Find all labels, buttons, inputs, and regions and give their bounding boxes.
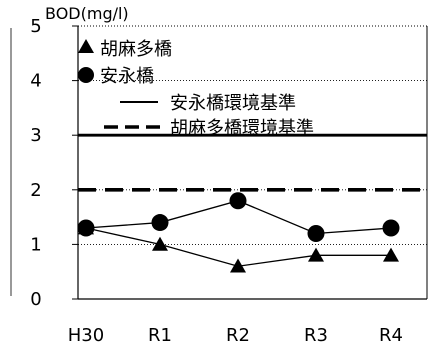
x-tick-label: R1 [148,325,172,346]
data-point-circle [152,214,169,231]
legend-label-reference-2: 胡麻多橋環境基準 [170,118,314,139]
x-tick-label: H30 [68,325,104,346]
x-tick-label: R4 [379,325,403,346]
data-point-circle [383,220,400,237]
data-point-circle [78,220,95,237]
data-point-circle [230,192,247,209]
y-tick-label: 2 [30,180,41,201]
y-tick-label: 5 [30,16,41,37]
legend-circle-marker [78,67,94,83]
y-tick-label: 4 [30,71,41,92]
y-axis-title: BOD(mg/l) [45,4,129,23]
y-tick-label: 0 [30,289,41,310]
x-tick-label: R3 [304,325,328,346]
y-tick-label: 1 [30,234,41,255]
data-point-circle [308,225,325,242]
legend-label-reference-1: 安永橋環境基準 [170,93,296,114]
x-tick-label: R2 [226,325,250,346]
y-tick-label: 3 [30,125,41,146]
legend-label-series-2: 安永橋 [100,66,154,87]
legend-label-series-1: 胡麻多橋 [100,39,172,60]
